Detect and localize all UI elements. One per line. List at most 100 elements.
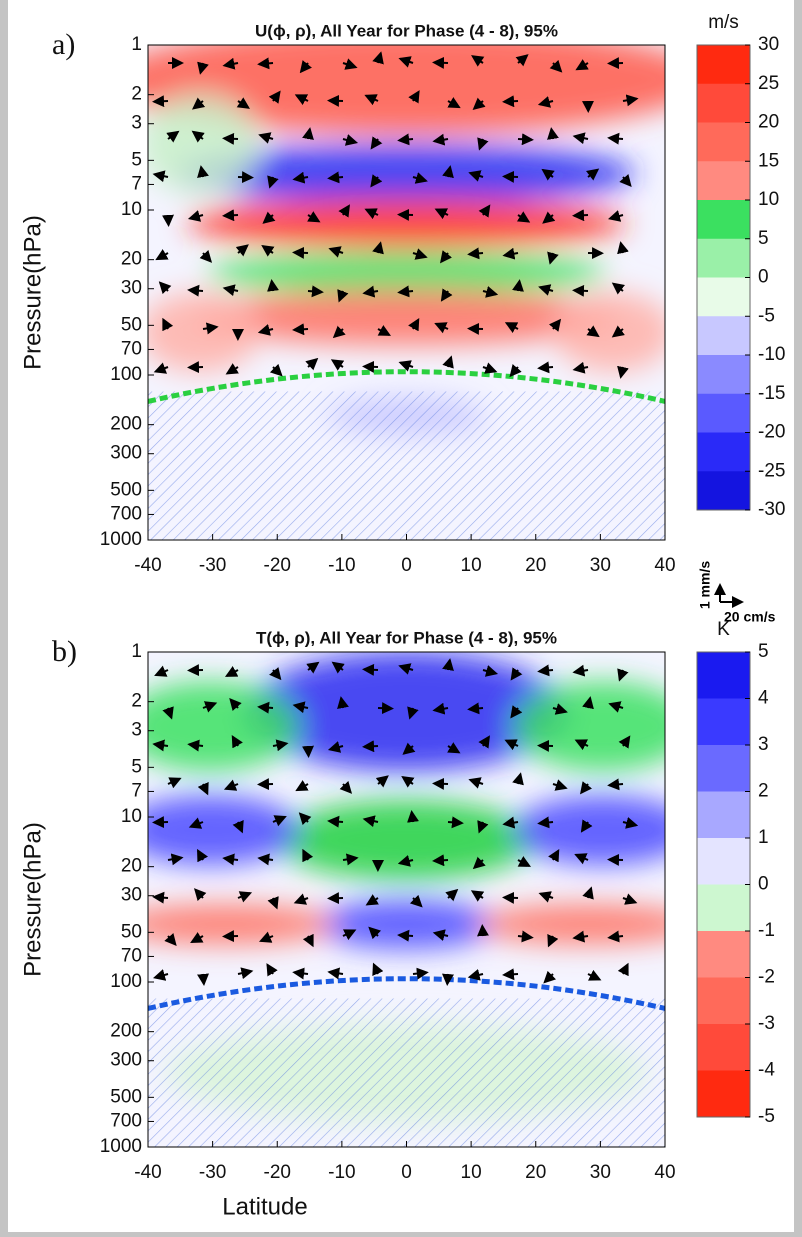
x-tick-label: -20	[264, 555, 291, 576]
y-tick-label: 500	[110, 479, 142, 500]
contour-region	[317, 899, 497, 949]
panel-title: U(ϕ, ρ), All Year for Phase (4 - 8), 95%	[255, 21, 558, 40]
wind-arrow	[378, 708, 392, 709]
y-tick-label: 200	[110, 414, 142, 435]
x-tick-label: -10	[328, 1162, 355, 1183]
y-tick-label: 1	[131, 641, 142, 662]
y-tick-label: 1000	[100, 529, 142, 550]
y-tick-label: 300	[110, 1050, 142, 1071]
colorbar-segment	[697, 200, 750, 239]
wind-arrow	[504, 101, 518, 102]
colorbar-tick-label: -25	[758, 460, 785, 481]
colorbar-tick-label: -2	[758, 967, 775, 988]
legend-vertical: 1 mm/s	[697, 561, 713, 609]
wind-arrow	[434, 860, 448, 861]
wind-arrow	[469, 253, 483, 254]
colorbar-segment	[697, 355, 750, 394]
colorbar-segment	[697, 699, 750, 746]
colorbar-tick-label: 30	[758, 34, 779, 55]
wind-arrow	[294, 252, 308, 253]
wind-arrow	[259, 63, 273, 64]
wind-arrow	[364, 366, 378, 367]
contour-region	[187, 198, 627, 248]
wind-arrow	[259, 707, 273, 708]
wind-arrow	[399, 139, 413, 140]
y-tick-label: 700	[110, 1110, 142, 1131]
colorbar-tick-label: -1	[758, 920, 775, 941]
colorbar-segment	[697, 239, 750, 278]
colorbar-tick-label: 3	[758, 734, 769, 755]
y-tick-label: 20	[121, 856, 142, 877]
legend-horizontal: 20 cm/s	[724, 609, 776, 625]
colorbar-tick-label: 2	[758, 781, 769, 802]
wind-arrow	[434, 62, 448, 63]
x-tick-label: 10	[461, 555, 482, 576]
colorbar-tick-label: -30	[758, 499, 785, 520]
x-tick-label: -40	[134, 1162, 161, 1183]
y-tick-label: 3	[131, 113, 142, 134]
colorbar-segment	[697, 885, 750, 932]
x-tick-label: 20	[525, 1162, 546, 1183]
colorbar-segment	[697, 931, 750, 978]
wind-arrow	[574, 215, 588, 216]
colorbar-tick-label: 25	[758, 73, 779, 94]
y-tick-label: 10	[121, 199, 142, 220]
wind-arrow	[308, 746, 309, 756]
wind-arrow	[238, 177, 252, 178]
y-tick-label: 3	[131, 720, 142, 741]
colorbar-tick-label: 10	[758, 189, 779, 210]
y-tick-label: 100	[110, 971, 142, 992]
wind-arrow	[609, 138, 623, 139]
y-tick-label: 10	[121, 806, 142, 827]
colorbar-segment	[697, 84, 750, 123]
contour-region	[116, 904, 336, 944]
colorbar-tick-label: 0	[758, 874, 769, 895]
figure: 1235710203050701002003005007001000-40-30…	[0, 0, 802, 1232]
y-tick-label: 200	[110, 1021, 142, 1042]
y-tick-label: 70	[121, 338, 142, 359]
y-tick-label: 5	[131, 756, 142, 777]
contour-region	[197, 289, 617, 345]
contour-region	[277, 800, 537, 880]
y-axis-label: Pressure(hPa)	[19, 215, 46, 370]
wind-arrow	[504, 897, 518, 898]
colorbar-segment	[697, 123, 750, 162]
colorbar-segment	[697, 1071, 750, 1118]
contour-region	[140, 292, 260, 372]
wind-arrow	[482, 926, 483, 936]
y-tick-label: 50	[121, 921, 142, 942]
x-tick-label: 20	[525, 555, 546, 576]
colorbar-tick-label: -15	[758, 383, 785, 404]
colorbar-segment	[697, 978, 750, 1025]
wind-arrow	[189, 290, 203, 291]
y-tick-label: 5	[131, 149, 142, 170]
wind-arrow	[364, 669, 378, 670]
wind-arrow	[448, 822, 462, 823]
wind-arrow	[399, 935, 413, 936]
wind-arrow	[539, 670, 553, 671]
wind-arrow	[272, 281, 273, 291]
wind-arrow	[574, 290, 588, 291]
y-tick-label: 300	[110, 443, 142, 464]
contour-region	[553, 292, 673, 372]
panel-title: T(ϕ, ρ), All Year for Phase (4 - 8), 95%	[256, 628, 557, 647]
colorbar-segment	[697, 433, 750, 472]
colorbar-segment	[697, 792, 750, 839]
x-tick-label: 0	[401, 1162, 412, 1183]
panel: 1235710203050701002003005007001000-40-30…	[19, 619, 775, 1183]
wind-arrow	[329, 821, 343, 822]
x-tick-label: 0	[401, 555, 412, 576]
colorbar-segment	[697, 316, 750, 355]
x-tick-label: 10	[461, 1162, 482, 1183]
colorbar-segment	[697, 394, 750, 433]
x-tick-label: 30	[590, 1162, 611, 1183]
colorbar-segment	[697, 471, 750, 510]
plot-area	[107, 25, 707, 540]
colorbar-tick-label: -5	[758, 305, 775, 326]
colorbar-tick-label: 5	[758, 641, 769, 662]
wind-arrow	[154, 897, 168, 898]
wind-arrow	[294, 329, 308, 330]
x-tick-label: -40	[134, 555, 161, 576]
colorbar-tick-label: -4	[758, 1060, 775, 1081]
wind-arrow	[308, 291, 322, 292]
